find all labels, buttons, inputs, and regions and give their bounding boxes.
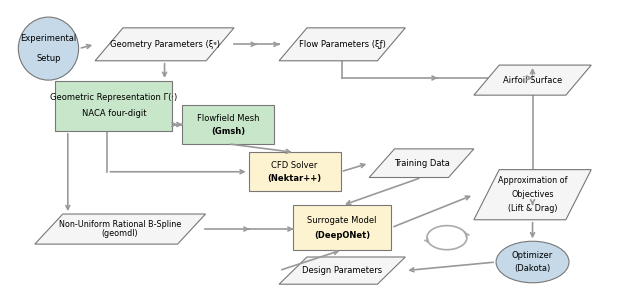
- Polygon shape: [474, 65, 591, 95]
- Polygon shape: [474, 170, 591, 220]
- Text: CFD Solver: CFD Solver: [271, 161, 318, 171]
- Text: Objectives: Objectives: [511, 190, 554, 199]
- Text: (Lift & Drag): (Lift & Drag): [508, 204, 557, 213]
- Text: Training Data: Training Data: [394, 159, 449, 168]
- FancyBboxPatch shape: [55, 81, 173, 131]
- Text: Flow Parameters (ξƒ): Flow Parameters (ξƒ): [299, 40, 386, 49]
- Ellipse shape: [19, 17, 79, 80]
- Text: (geomdl): (geomdl): [102, 230, 138, 238]
- Text: Approximation of: Approximation of: [498, 176, 567, 185]
- Text: (DeepONet): (DeepONet): [314, 231, 371, 240]
- Text: Design Parameters: Design Parameters: [302, 266, 382, 275]
- Text: Optimizer: Optimizer: [512, 251, 553, 260]
- Text: Geometry Parameters (ξᵍ): Geometry Parameters (ξᵍ): [109, 40, 220, 49]
- Text: Airfoil Surface: Airfoil Surface: [503, 76, 562, 85]
- Text: Setup: Setup: [36, 54, 61, 63]
- Text: (Gmsh): (Gmsh): [211, 127, 245, 136]
- Polygon shape: [35, 214, 205, 244]
- FancyBboxPatch shape: [182, 105, 274, 144]
- Polygon shape: [279, 28, 405, 61]
- FancyBboxPatch shape: [293, 206, 392, 250]
- FancyBboxPatch shape: [248, 152, 340, 191]
- Text: Geometric Representation Γ(·): Geometric Representation Γ(·): [50, 93, 177, 102]
- Text: Flowfield Mesh: Flowfield Mesh: [196, 114, 259, 123]
- Text: (Dakota): (Dakota): [515, 264, 550, 273]
- Text: Experimental: Experimental: [20, 34, 77, 43]
- Ellipse shape: [496, 241, 569, 283]
- Text: Non-Uniform Rational B-Spline: Non-Uniform Rational B-Spline: [59, 220, 181, 229]
- Polygon shape: [95, 28, 234, 61]
- Text: (Nektar++): (Nektar++): [268, 174, 322, 183]
- Text: NACA four-digit: NACA four-digit: [81, 110, 146, 119]
- Polygon shape: [369, 149, 474, 178]
- Polygon shape: [279, 257, 405, 284]
- Text: Surrogate Model: Surrogate Model: [307, 216, 377, 225]
